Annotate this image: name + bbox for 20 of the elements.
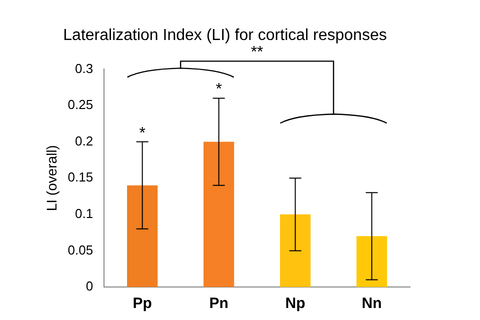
x-tick-label: Pp — [132, 295, 152, 312]
x-tick-label: Pn — [209, 295, 228, 312]
y-axis-title: LI (overall) — [43, 145, 60, 212]
bar — [356, 236, 388, 287]
bar — [204, 142, 234, 287]
chart-title: Lateralization Index (LI) for cortical responses — [63, 27, 387, 44]
y-tick-label: 0.05 — [68, 242, 94, 258]
bar — [127, 185, 158, 287]
y-tick-label: 0.15 — [68, 170, 94, 185]
annotation: * — [216, 81, 222, 98]
y-tick-label: 0.3 — [75, 60, 94, 76]
y-tick-label: 0.25 — [68, 97, 94, 112]
y-tick-label: 0 — [86, 278, 94, 294]
y-tick-label: 0.2 — [75, 133, 94, 148]
annotation: * — [139, 124, 146, 142]
x-tick-label: Np — [285, 295, 306, 312]
x-tick-label: Nn — [362, 295, 382, 312]
y-tick-label: 0.1 — [75, 206, 94, 221]
text: ** — [250, 44, 264, 62]
bar — [280, 214, 311, 287]
